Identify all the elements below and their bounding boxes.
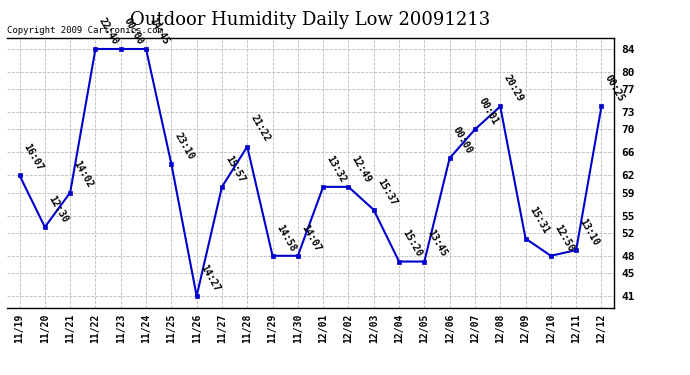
Text: 13:32: 13:32 (324, 154, 348, 184)
Text: 23:10: 23:10 (172, 130, 196, 161)
Text: 14:58: 14:58 (274, 223, 297, 253)
Text: Copyright 2009 Cartronics.com: Copyright 2009 Cartronics.com (7, 26, 163, 35)
Text: 12:50: 12:50 (552, 223, 575, 253)
Text: 14:02: 14:02 (72, 159, 95, 190)
Text: 15:57: 15:57 (224, 154, 247, 184)
Text: 00:00: 00:00 (122, 16, 146, 46)
Text: 00:01: 00:01 (476, 96, 500, 127)
Text: 15:37: 15:37 (375, 177, 399, 207)
Text: 21:22: 21:22 (248, 113, 272, 144)
Text: 13:45: 13:45 (426, 228, 449, 259)
Text: 15:20: 15:20 (400, 228, 424, 259)
Text: 20:29: 20:29 (502, 73, 525, 104)
Text: 14:45: 14:45 (148, 16, 171, 46)
Text: 16:07: 16:07 (21, 142, 44, 172)
Text: 12:49: 12:49 (350, 154, 373, 184)
Text: 14:27: 14:27 (198, 263, 221, 293)
Text: 15:31: 15:31 (527, 206, 551, 236)
Text: 00:25: 00:25 (603, 73, 627, 104)
Text: 14:07: 14:07 (299, 223, 323, 253)
Text: 12:30: 12:30 (46, 194, 70, 224)
Text: 13:10: 13:10 (578, 217, 601, 247)
Text: 00:00: 00:00 (451, 125, 475, 155)
Text: 22:40: 22:40 (97, 16, 120, 46)
Text: Outdoor Humidity Daily Low 20091213: Outdoor Humidity Daily Low 20091213 (130, 11, 491, 29)
